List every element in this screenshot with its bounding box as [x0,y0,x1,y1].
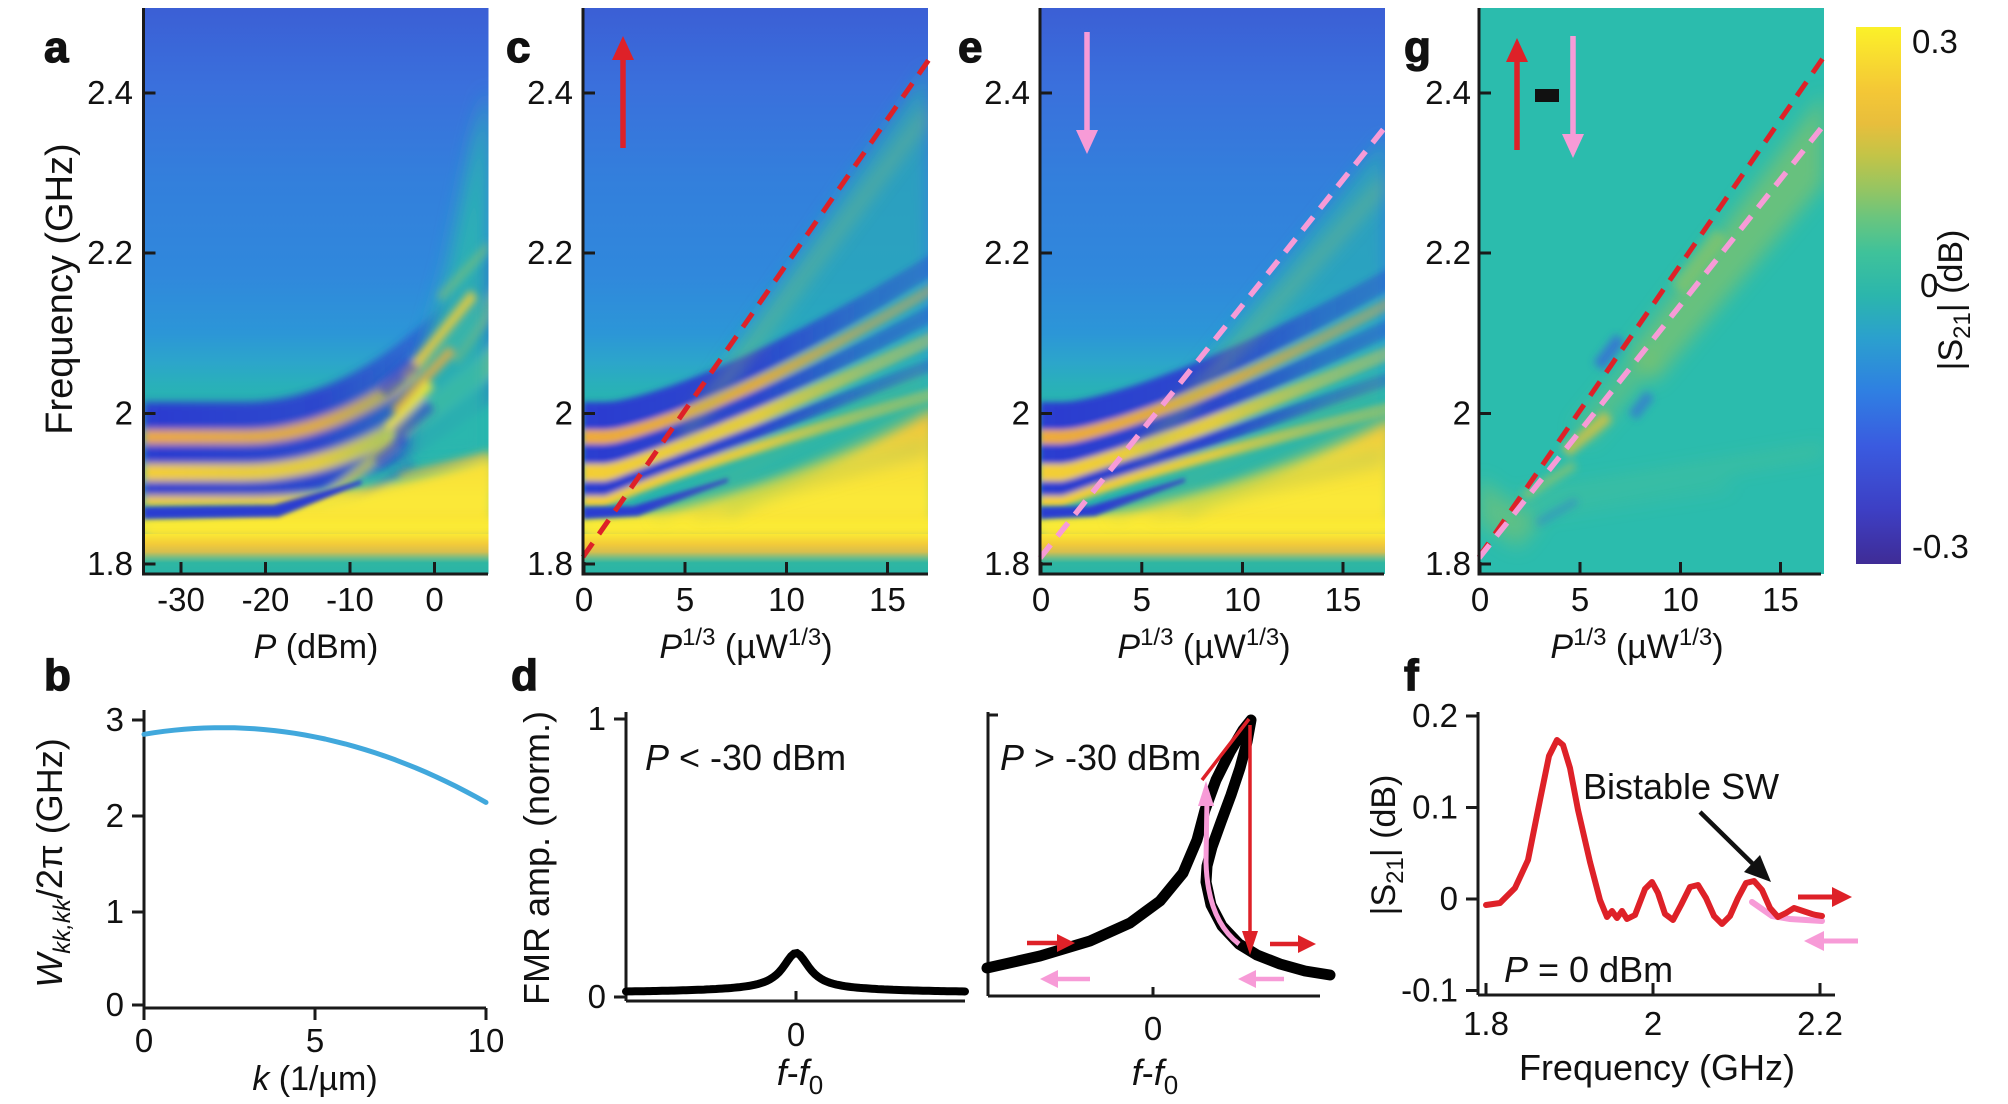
svg-text:2.4: 2.4 [1425,74,1471,111]
svg-text:1.8: 1.8 [527,545,573,582]
svg-text:5: 5 [1571,581,1589,618]
svg-text:15: 15 [1762,581,1799,618]
svg-text:P1/3 (µW1/3): P1/3 (µW1/3) [659,624,832,666]
svg-text:b: b [44,651,71,700]
svg-text:2.2: 2.2 [87,234,133,271]
svg-text:d: d [511,651,538,700]
svg-text:0: 0 [1440,880,1458,917]
svg-text:1: 1 [106,893,124,930]
svg-text:0: 0 [1920,267,1938,304]
svg-text:1.8: 1.8 [984,545,1030,582]
svg-text:2.4: 2.4 [984,74,1030,111]
svg-text:1: 1 [588,700,606,737]
svg-text:-0.1: -0.1 [1401,972,1458,1009]
svg-text:0.3: 0.3 [1912,23,1958,60]
svg-text:|S21| (dB): |S21| (dB) [1365,775,1409,916]
svg-text:P1/3 (µW1/3): P1/3 (µW1/3) [1117,624,1290,666]
svg-text:-30: -30 [157,581,205,618]
svg-text:-0.3: -0.3 [1912,528,1969,565]
svg-text:-10: -10 [326,581,374,618]
svg-text:2: 2 [1644,1005,1662,1042]
svg-text:0: 0 [425,581,443,618]
svg-text:2.2: 2.2 [1425,234,1471,271]
svg-text:5: 5 [306,1022,324,1059]
svg-text:-20: -20 [242,581,290,618]
svg-text:k (1/µm): k (1/µm) [252,1060,377,1098]
svg-text:10: 10 [768,581,805,618]
svg-text:0: 0 [787,1016,805,1053]
svg-text:2: 2 [115,395,133,432]
svg-text:2.2: 2.2 [527,234,573,271]
svg-text:15: 15 [869,581,906,618]
svg-text:2.4: 2.4 [527,74,573,111]
svg-text:e: e [958,23,982,72]
svg-text:2: 2 [555,395,573,432]
svg-text:a: a [44,23,69,72]
svg-text:Frequency (GHz): Frequency (GHz) [39,143,81,434]
svg-text:3: 3 [106,701,124,738]
svg-text:2.2: 2.2 [984,234,1030,271]
svg-text:0: 0 [588,978,606,1015]
svg-text:P < -30 dBm: P < -30 dBm [645,737,846,778]
svg-text:10: 10 [1224,581,1261,618]
svg-text:f: f [1404,651,1419,700]
svg-text:10: 10 [1662,581,1699,618]
svg-text:P = 0 dBm: P = 0 dBm [1504,949,1673,990]
svg-text:Frequency (GHz): Frequency (GHz) [1519,1047,1795,1088]
svg-text:5: 5 [1133,581,1151,618]
svg-text:2.4: 2.4 [87,74,133,111]
svg-text:2.2: 2.2 [1797,1005,1843,1042]
svg-text:1.8: 1.8 [1463,1005,1509,1042]
svg-text:2: 2 [1453,395,1471,432]
svg-text:0: 0 [106,986,124,1023]
svg-text:1.8: 1.8 [1425,545,1471,582]
svg-text:1.8: 1.8 [87,545,133,582]
svg-text:c: c [506,23,530,72]
svg-text:Wkk,kk/2π (GHz): Wkk,kk/2π (GHz) [29,738,76,988]
svg-text:15: 15 [1325,581,1362,618]
svg-text:0.1: 0.1 [1412,789,1458,826]
svg-text:P1/3 (µW1/3): P1/3 (µW1/3) [1550,624,1723,666]
svg-text:Bistable SW: Bistable SW [1583,766,1779,807]
svg-text:P (dBm): P (dBm) [254,628,379,666]
svg-text:f-f0: f-f0 [1132,1052,1179,1099]
svg-text:0: 0 [1032,581,1050,618]
svg-text:g: g [1404,23,1431,72]
svg-text:2: 2 [106,797,124,834]
svg-text:10: 10 [468,1022,505,1059]
svg-text:FMR amp. (norm.): FMR amp. (norm.) [516,711,557,1005]
svg-text:0: 0 [1144,1010,1162,1047]
svg-text:|S21| (dB): |S21| (dB) [1932,230,1976,371]
svg-text:0: 0 [575,581,593,618]
svg-text:0: 0 [135,1022,153,1059]
svg-text:5: 5 [676,581,694,618]
svg-text:0.2: 0.2 [1412,697,1458,734]
svg-text:0: 0 [1471,581,1489,618]
svg-text:P > -30 dBm: P > -30 dBm [1000,737,1201,778]
svg-text:2: 2 [1012,395,1030,432]
